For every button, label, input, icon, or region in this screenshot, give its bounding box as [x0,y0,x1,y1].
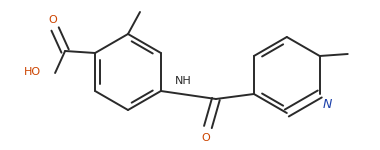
Text: NH: NH [175,76,192,86]
Text: HO: HO [24,67,41,77]
Text: O: O [201,133,210,143]
Text: O: O [49,15,57,25]
Text: N: N [323,98,332,111]
